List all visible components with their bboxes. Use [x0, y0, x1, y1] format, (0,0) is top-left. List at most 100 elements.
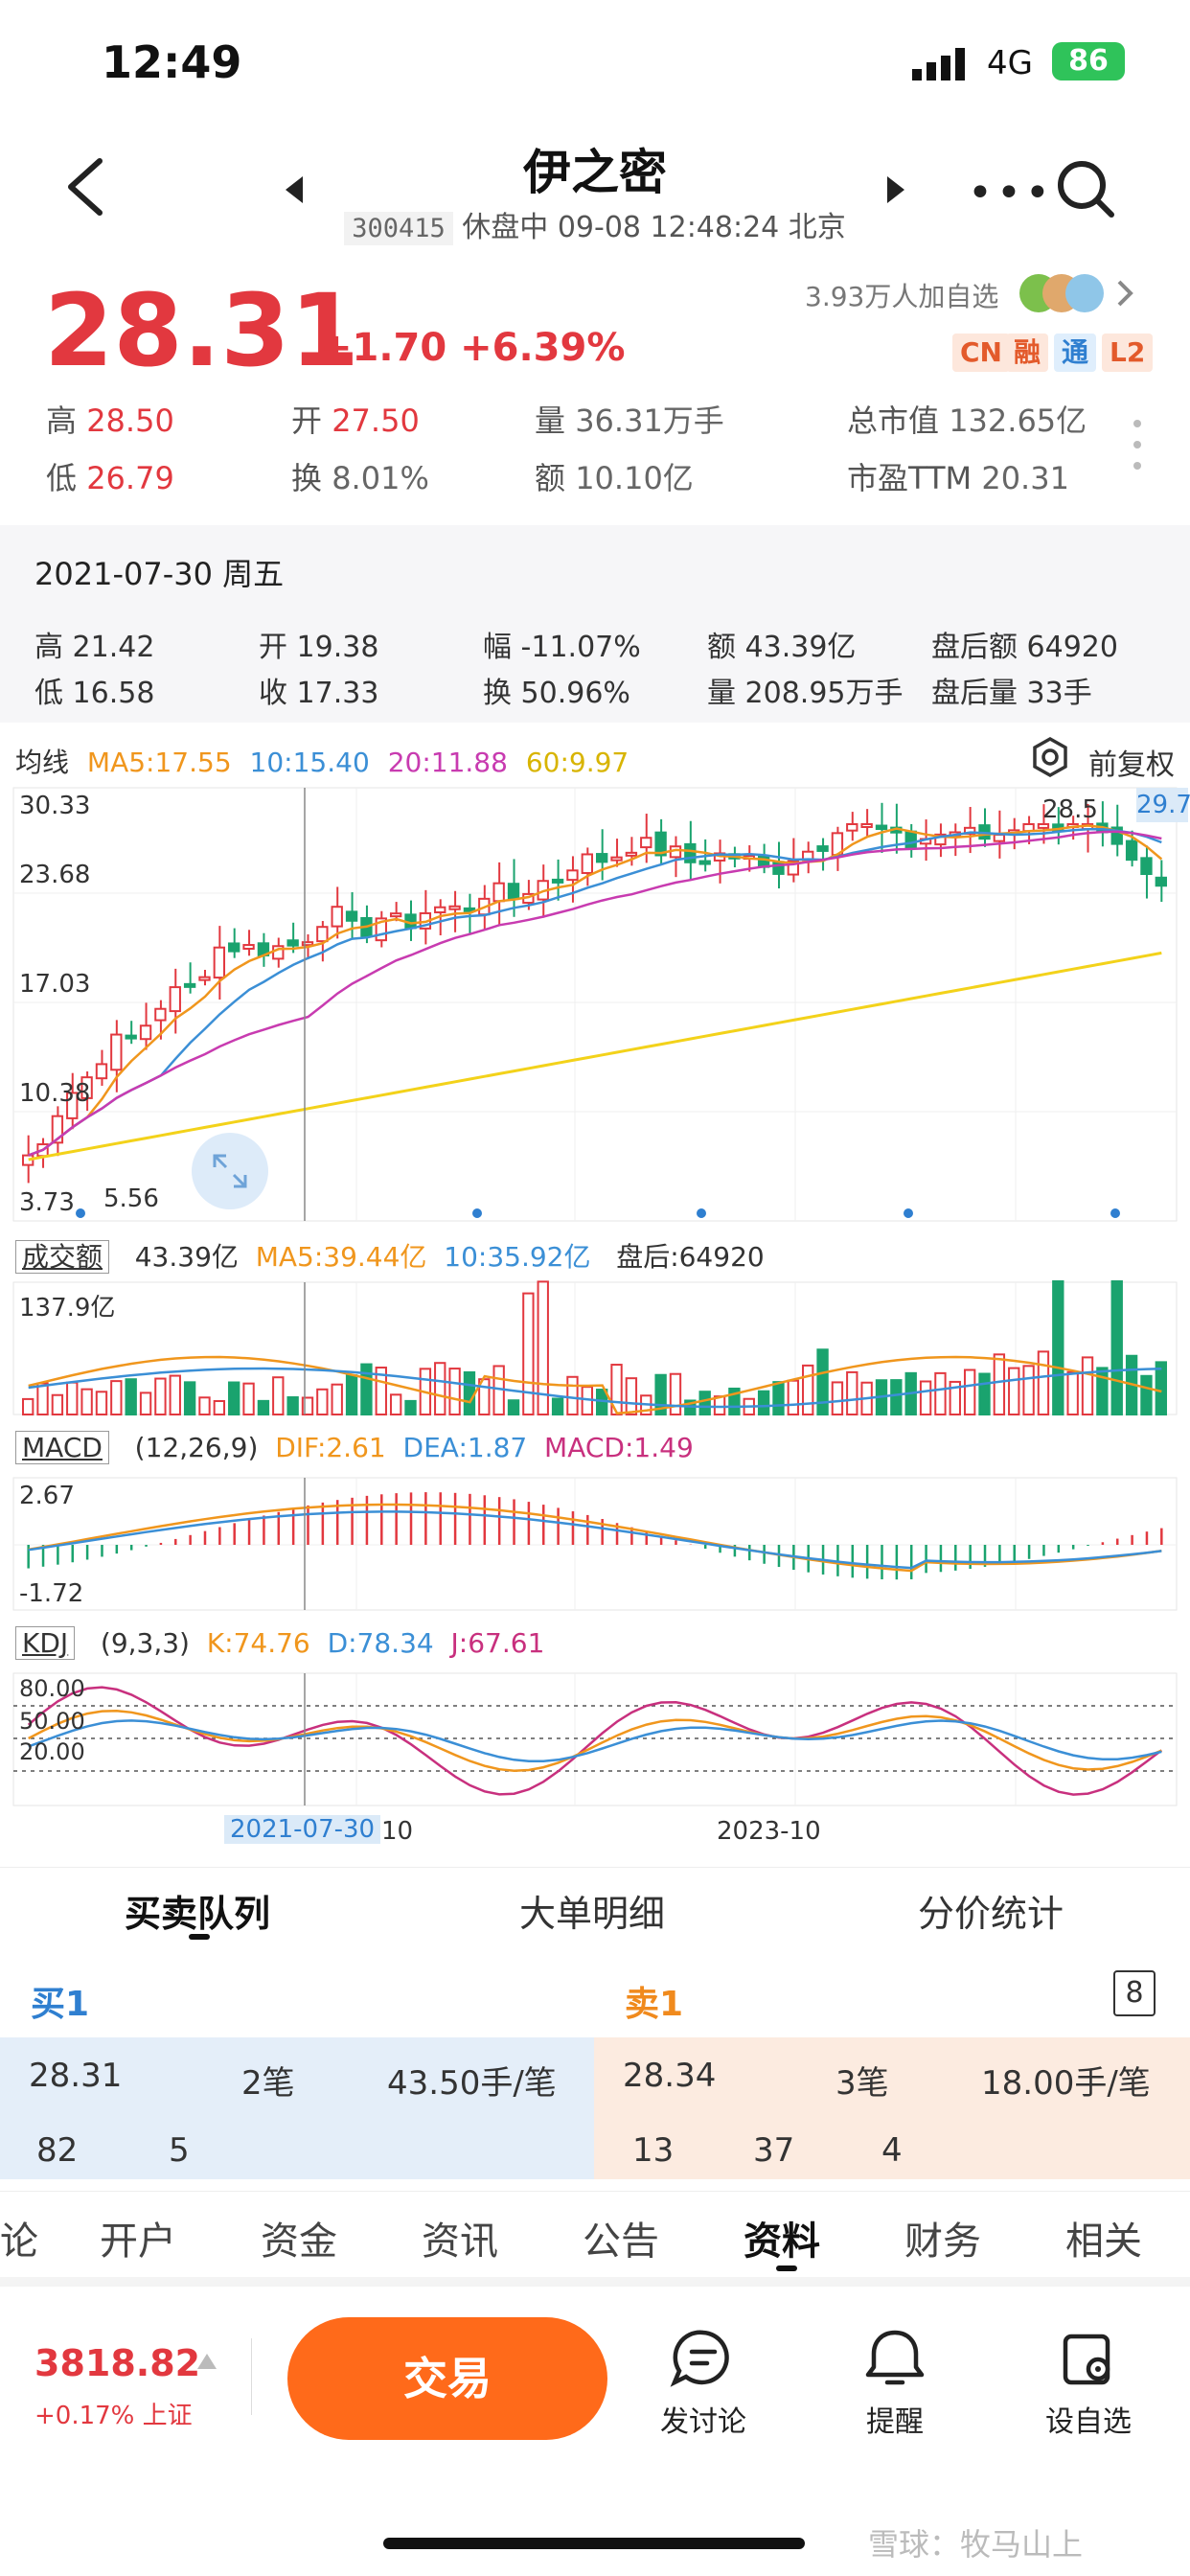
detail-close: 收 17.33 [259, 677, 379, 710]
tab-order-queue[interactable]: 买卖队列 [125, 1893, 271, 1935]
volume-chart[interactable] [0, 1280, 1190, 1420]
back-icon[interactable] [57, 153, 115, 220]
volume-bar [669, 1372, 682, 1415]
volume-bar [66, 1381, 79, 1416]
volume-bar [698, 1391, 711, 1415]
candle-body [345, 910, 358, 922]
status-time: 12:49 [102, 36, 242, 88]
more-icon[interactable]: ••• [968, 169, 1054, 218]
nav-related[interactable]: 相关 [1065, 2220, 1142, 2264]
expand-chart-icon[interactable] [190, 1131, 270, 1211]
trading-status: 休盘中 09-08 12:48:24 北京 [462, 211, 846, 244]
volume-bar [22, 1397, 34, 1415]
volume-bar [331, 1383, 343, 1415]
kdj-tag[interactable]: KDJ [15, 1626, 76, 1660]
macd-chart[interactable] [0, 1476, 1190, 1616]
home-indicator [383, 2538, 805, 2549]
tag-connect[interactable]: 通 [1054, 334, 1097, 372]
discuss-icon[interactable] [655, 2327, 751, 2390]
event-marker [904, 1208, 913, 1218]
nav-profile[interactable]: 资料 [744, 2220, 820, 2264]
stat-pe: 市盈TTM 20.31 [847, 460, 1069, 496]
volume-bar [963, 1368, 976, 1415]
trade-button[interactable]: 交易 [287, 2317, 607, 2440]
kdj-chart[interactable] [0, 1671, 1190, 1811]
candle-body [66, 1092, 79, 1119]
tag-margin[interactable]: 融 [1006, 334, 1049, 372]
volume-bar [1081, 1356, 1094, 1415]
add-watchlist-icon[interactable] [1041, 2327, 1136, 2390]
volume-bar [154, 1377, 167, 1416]
detail-after-amount: 盘后额 64920 [931, 631, 1118, 664]
nav-discussion[interactable]: 论 [0, 2220, 38, 2264]
candle-body [684, 842, 697, 863]
volume-bar [1052, 1280, 1064, 1415]
candle-body [875, 824, 888, 831]
next-stock-icon[interactable] [883, 176, 906, 203]
prev-stock-icon[interactable] [284, 176, 307, 203]
stat-turnover: 换 8.01% [291, 460, 429, 496]
candle-body [139, 1024, 152, 1041]
candle-body [654, 831, 667, 857]
adjust-mode[interactable]: 前复权 [1088, 748, 1175, 782]
ma5-line [28, 824, 1163, 1157]
current-price: 28.31 [44, 272, 359, 389]
active-tab-indicator [189, 1934, 210, 1940]
candle-body [625, 851, 638, 857]
settings-icon[interactable] [1029, 736, 1071, 778]
sell-title: 卖1 [625, 1985, 684, 2024]
detail-amount: 额 43.39亿 [707, 631, 857, 664]
ma10-line [28, 827, 1162, 1157]
candle-body [183, 982, 196, 988]
volume-bar [772, 1381, 785, 1415]
x-axis-label: 2023-10 [717, 1817, 821, 1846]
alert-label[interactable]: 提醒 [866, 2405, 924, 2439]
candle-body [787, 860, 800, 876]
buy-queue-0: 82 [36, 2131, 79, 2170]
volume-bar [978, 1372, 991, 1415]
volume-bar [110, 1380, 123, 1415]
volume-bar [1008, 1367, 1020, 1416]
tag-l2[interactable]: L2 [1102, 334, 1154, 372]
add-watchlist-label[interactable]: 设自选 [1045, 2405, 1132, 2439]
alert-bell-icon[interactable] [847, 2327, 943, 2390]
volume-bar [934, 1371, 947, 1415]
stat-volume: 量 36.31万手 [535, 402, 724, 439]
volume-bar [507, 1399, 520, 1415]
candle-body [51, 1115, 64, 1144]
kline-chart[interactable] [0, 786, 1190, 1227]
volume-bar [139, 1392, 152, 1416]
level-badge[interactable]: 8 [1113, 1970, 1156, 2016]
tab-price-stats[interactable]: 分价统计 [918, 1893, 1064, 1935]
macd-legend: MACD (12,26,9) DIF:2.61 DEA:1.87 MACD:1.… [15, 1431, 694, 1464]
candle-body [228, 942, 240, 953]
volume-bar [272, 1376, 285, 1415]
index-change[interactable]: +0.17% 上证 [34, 2402, 193, 2430]
nav-open-account[interactable]: 开户 [100, 2220, 176, 2264]
tag-cn[interactable]: CN [952, 334, 1010, 372]
kdj-y-2: 20.00 [19, 1738, 85, 1765]
volume-bar [463, 1370, 476, 1416]
macd-tag[interactable]: MACD [15, 1431, 109, 1464]
follower-avatars[interactable] [1018, 270, 1142, 316]
volume-tag[interactable]: 成交额 [15, 1240, 110, 1274]
volume-bar [949, 1380, 961, 1416]
candle-body [492, 882, 505, 903]
nav-funds[interactable]: 资金 [261, 2220, 337, 2264]
nav-financials[interactable]: 财务 [904, 2220, 981, 2264]
volume-bar [404, 1399, 417, 1415]
volume-bar [213, 1399, 226, 1416]
discuss-label[interactable]: 发讨论 [660, 2405, 746, 2439]
nav-news[interactable]: 资讯 [422, 2220, 498, 2264]
nav-announcements[interactable]: 公告 [583, 2220, 659, 2264]
tab-big-orders[interactable]: 大单明细 [519, 1893, 666, 1935]
more-vertical-icon[interactable] [1131, 418, 1144, 472]
event-marker [472, 1208, 482, 1218]
search-icon[interactable] [1054, 157, 1117, 220]
volume-bar [802, 1364, 814, 1415]
index-value[interactable]: 3818.82 [34, 2342, 201, 2384]
candle-body [110, 1033, 123, 1071]
candle-body [581, 853, 594, 874]
dea-line [28, 1510, 1162, 1570]
watch-count[interactable]: 3.93万人加自选 [805, 281, 999, 312]
